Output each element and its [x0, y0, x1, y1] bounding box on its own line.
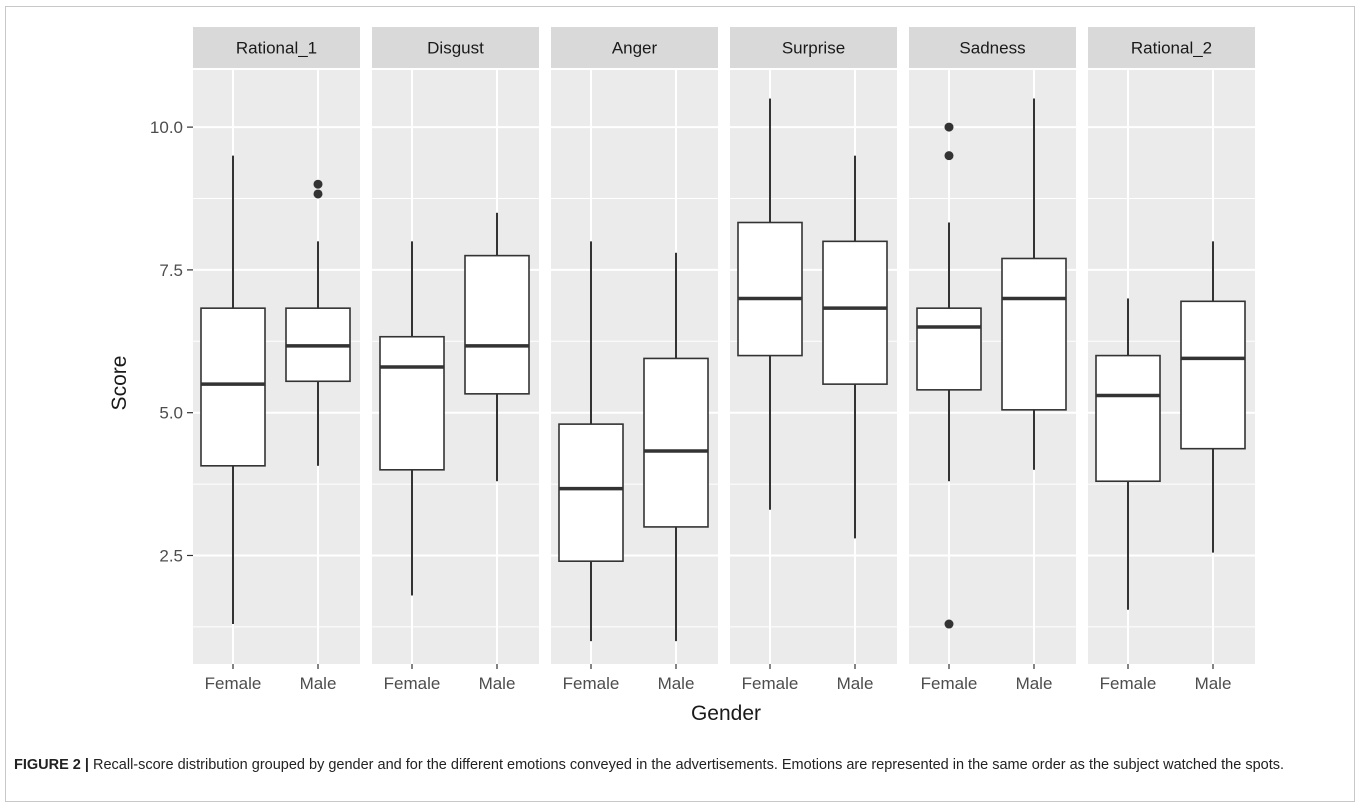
outlier-point [313, 189, 323, 199]
y-axis: 2.5 5.0 7.5 10.0 [150, 118, 193, 565]
x-tick-label: Male [837, 674, 874, 693]
y-tick-label: 5.0 [159, 404, 183, 423]
facet-strip-label: Sadness [959, 39, 1025, 58]
facet-sadness: Sadness Female Male [909, 27, 1076, 693]
box-female [916, 122, 982, 629]
caption-text: Recall-score distribution grouped by gen… [93, 757, 1285, 773]
x-tick-label: Male [1016, 674, 1053, 693]
y-tick-label: 10.0 [150, 118, 183, 137]
box-male [643, 252, 709, 642]
y-axis-title: Score [108, 356, 131, 411]
x-tick-label: Male [1195, 674, 1232, 693]
box-iqr [822, 240, 888, 385]
facet-disgust: Disgust Female Male [372, 27, 539, 693]
box-male [1001, 98, 1067, 470]
x-tick-label: Female [384, 674, 441, 693]
facet-strip [372, 27, 539, 68]
facet-strip [193, 27, 360, 68]
facet-rational-1: Rational_1 Female Male [193, 27, 360, 693]
box-male [285, 179, 351, 466]
box-male [1180, 241, 1246, 553]
facet-strip [909, 27, 1076, 68]
box-female [200, 155, 266, 625]
box-iqr [558, 423, 624, 562]
x-tick-label: Female [1100, 674, 1157, 693]
figure-caption: FIGURE 2 | Recall-score distribution gro… [14, 755, 1349, 776]
facet-strip-label: Surprise [782, 39, 845, 58]
outlier-point [944, 619, 954, 629]
box-iqr [737, 221, 803, 357]
facet-strip-label: Rational_2 [1131, 39, 1212, 58]
y-tick-label: 7.5 [159, 261, 183, 280]
box-iqr [1095, 354, 1161, 483]
box-iqr [464, 254, 530, 395]
facet-strip [730, 27, 897, 68]
facet-strip-label: Anger [612, 39, 658, 58]
x-tick-label: Female [742, 674, 799, 693]
box-iqr [916, 307, 982, 391]
facet-surprise: Surprise Female Male [730, 27, 897, 693]
caption-label: FIGURE 2 | [14, 757, 89, 773]
x-axis-title: Gender [691, 702, 761, 725]
box-iqr [200, 307, 266, 467]
facet-rational-2: Rational_2 Female Male [1088, 27, 1255, 693]
x-tick-label: Female [205, 674, 262, 693]
box-iqr [379, 335, 445, 471]
x-tick-label: Male [658, 674, 695, 693]
y-tick-label: 2.5 [159, 546, 183, 565]
figure-frame [5, 6, 1355, 802]
box-iqr [1180, 300, 1246, 450]
x-tick-label: Female [921, 674, 978, 693]
facet-strip-label: Disgust [427, 39, 484, 58]
box-female [379, 241, 445, 596]
x-tick-label: Male [300, 674, 337, 693]
facet-strip-label: Rational_1 [236, 39, 317, 58]
box-iqr [1001, 257, 1067, 411]
box-female [737, 98, 803, 510]
x-tick-label: Female [563, 674, 620, 693]
outlier-point [944, 151, 954, 161]
box-male [464, 212, 530, 482]
outlier-point [313, 179, 323, 189]
facet-strip [551, 27, 718, 68]
x-tick-label: Male [479, 674, 516, 693]
box-iqr [643, 357, 709, 528]
box-male [822, 155, 888, 539]
box-female [1095, 298, 1161, 610]
outlier-point [944, 122, 954, 132]
facet-strip [1088, 27, 1255, 68]
facet-anger: Anger Female Male [551, 27, 718, 693]
box-female [558, 241, 624, 642]
